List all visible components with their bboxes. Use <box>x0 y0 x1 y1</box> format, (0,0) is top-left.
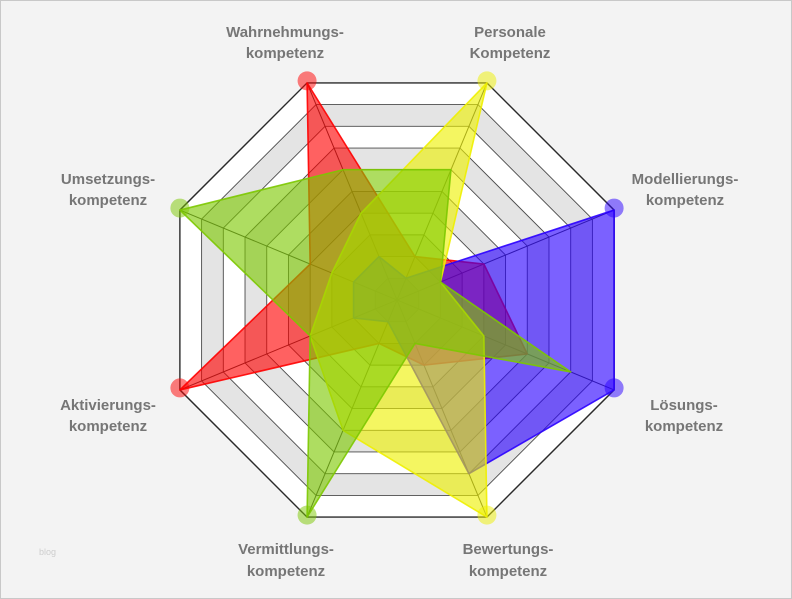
series-1-point-marker <box>170 378 190 398</box>
axis-label-aktivierungs-line1: Aktivierungs- <box>60 397 156 414</box>
axis-labels: Wahrnehmungs- kompetenz Personale Kompet… <box>60 24 738 580</box>
watermark-text: blog <box>39 547 57 557</box>
axis-label-modellierungs-line1: Modellierungs- <box>632 171 739 188</box>
axis-label-vermittlungs-line2: kompetenz <box>247 563 325 580</box>
axis-label-umsetzungs-line1: Umsetzungs- <box>61 171 155 188</box>
series-layer <box>179 82 615 518</box>
series-2-point-marker <box>604 378 624 398</box>
series-area-4 <box>179 168 572 518</box>
series-1-point-marker <box>297 71 317 91</box>
series-3-point-marker <box>477 71 497 91</box>
axis-label-bewertungs-line1: Bewertungs- <box>463 541 554 558</box>
axis-label-personale-line2: Kompetenz <box>470 45 551 62</box>
axis-label-modellierungs-line2: kompetenz <box>646 192 724 209</box>
series-4-point-marker <box>297 505 317 525</box>
series-3-point-marker <box>477 505 497 525</box>
axis-label-loesungs-line1: Lösungs- <box>650 397 718 414</box>
axis-label-loesungs-line2: kompetenz <box>645 418 723 435</box>
series-4-point-marker <box>170 198 190 218</box>
axis-label-aktivierungs-line2: kompetenz <box>69 418 147 435</box>
axis-label-wahrnehmungs-line2: kompetenz <box>246 45 324 62</box>
axis-label-personale-line1: Personale <box>474 24 546 41</box>
axis-label-umsetzungs-line2: kompetenz <box>69 192 147 209</box>
marker-layer <box>170 71 624 525</box>
series-2-point-marker <box>604 198 624 218</box>
axis-label-vermittlungs-line1: Vermittlungs- <box>238 541 334 558</box>
axis-label-wahrnehmungs-line1: Wahrnehmungs- <box>226 24 344 41</box>
axis-label-bewertungs-line2: kompetenz <box>469 563 547 580</box>
